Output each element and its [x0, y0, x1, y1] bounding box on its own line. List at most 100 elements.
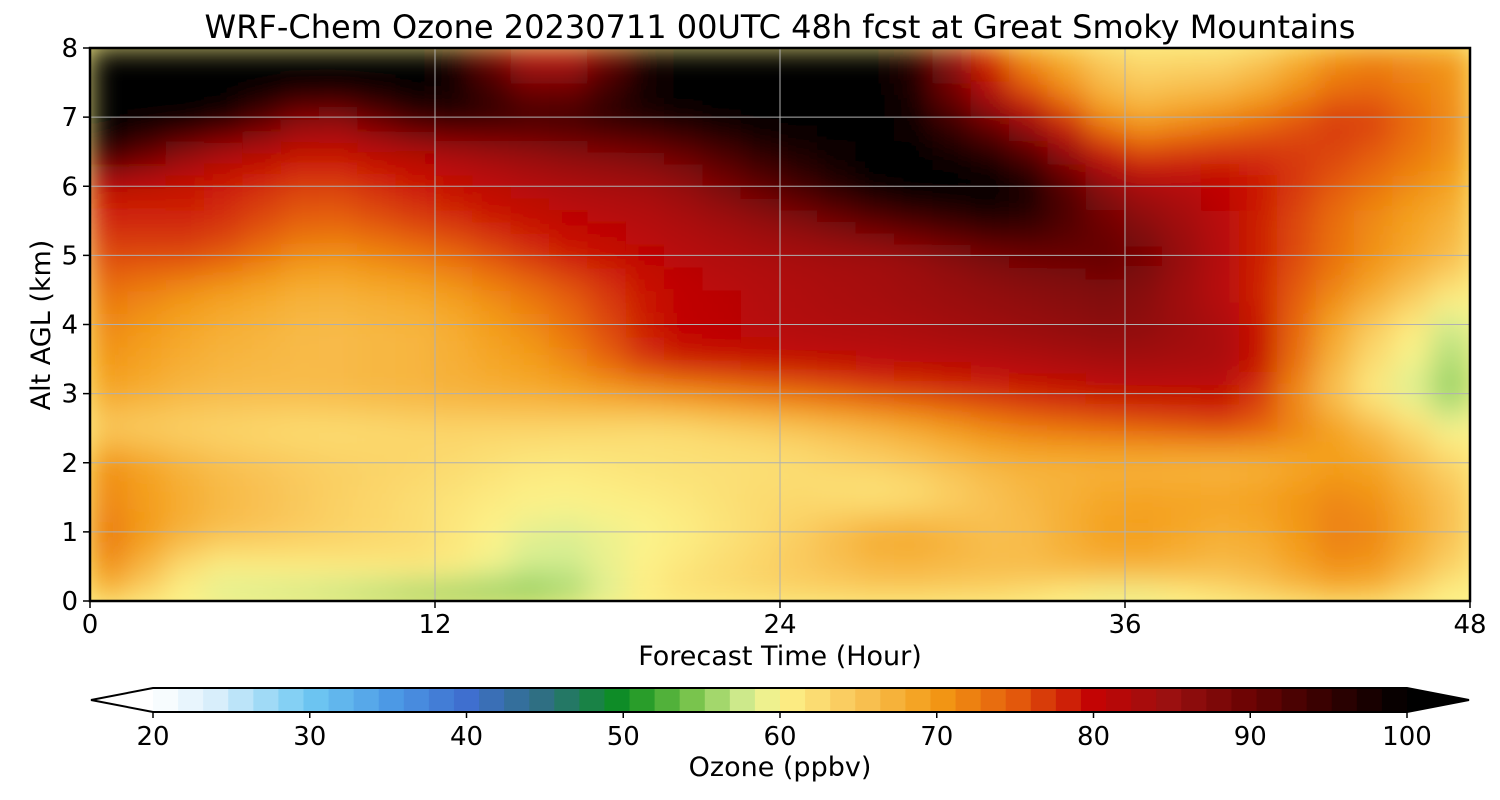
heatmap-cell — [90, 288, 130, 303]
heatmap-cell — [817, 381, 858, 395]
heatmap-cell — [817, 542, 858, 556]
heatmap-cell — [894, 323, 935, 338]
heatmap-cell — [664, 576, 705, 591]
heatmap-cell — [1085, 542, 1126, 556]
heatmap-cell — [549, 381, 590, 395]
heatmap-cell — [855, 300, 896, 314]
heatmap-cell — [1354, 242, 1395, 257]
heatmap-cell — [1277, 242, 1318, 257]
heatmap-cell — [242, 565, 283, 579]
heatmap-cell — [1047, 565, 1088, 579]
heatmap-cell — [204, 461, 245, 476]
heatmap-cell — [549, 93, 590, 107]
heatmap-cell — [357, 150, 398, 165]
heatmap-cell — [932, 588, 973, 601]
heatmap-cell — [434, 116, 475, 130]
heatmap-cell — [357, 127, 398, 142]
heatmap-cell — [625, 404, 666, 418]
heatmap-cell — [165, 496, 206, 510]
heatmap-cell — [740, 162, 781, 176]
heatmap-cell — [510, 519, 551, 533]
heatmap-cell — [625, 277, 666, 291]
heatmap-cell — [932, 358, 973, 372]
heatmap-cell — [1124, 358, 1165, 372]
heatmap-cell — [1430, 150, 1470, 165]
heatmap-cell — [779, 70, 820, 84]
heatmap-cell — [855, 162, 896, 176]
heatmap-cell — [970, 588, 1011, 601]
heatmap-cell — [1009, 576, 1050, 591]
heatmap-cell — [90, 496, 130, 510]
heatmap-cell — [1315, 404, 1356, 418]
heatmap-cell — [855, 335, 896, 349]
heatmap-cell — [1239, 300, 1280, 314]
heatmap-cell — [894, 576, 935, 591]
heatmap-cell — [817, 473, 858, 487]
heatmap-cell — [587, 438, 628, 453]
heatmap-cell — [1085, 288, 1126, 303]
heatmap-cell — [165, 335, 206, 349]
heatmap-cell — [90, 104, 130, 119]
heatmap-cell — [1047, 507, 1088, 522]
heatmap-cell — [970, 311, 1011, 326]
heatmap-cell — [1085, 104, 1126, 119]
heatmap-cell — [1239, 196, 1280, 211]
heatmap-cell — [90, 162, 130, 176]
heatmap-cell — [319, 127, 360, 142]
heatmap-cell — [664, 381, 705, 395]
heatmap-cell — [1085, 58, 1126, 73]
heatmap-cell — [165, 450, 206, 464]
heatmap-cell — [702, 450, 743, 464]
heatmap-cell — [434, 150, 475, 165]
heatmap-cell — [587, 565, 628, 579]
heatmap-cell — [1124, 185, 1165, 199]
heatmap-cell — [242, 507, 283, 522]
heatmap-cell — [395, 438, 436, 453]
heatmap-cell — [855, 450, 896, 464]
heatmap-cell — [1354, 588, 1395, 601]
heatmap-cell — [319, 162, 360, 176]
heatmap-cell — [434, 300, 475, 314]
heatmap-cell — [127, 116, 168, 130]
heatmap-cell — [740, 185, 781, 199]
heatmap-cell — [165, 242, 206, 257]
heatmap-cell — [970, 196, 1011, 211]
heatmap-cell — [932, 542, 973, 556]
heatmap-cell — [434, 265, 475, 280]
heatmap-cell — [1277, 139, 1318, 153]
heatmap-cell — [1354, 576, 1395, 591]
heatmap-cell — [510, 392, 551, 407]
heatmap-cell — [242, 288, 283, 303]
heatmap-cell — [779, 208, 820, 222]
heatmap-cell — [90, 519, 130, 533]
heatmap-cell — [165, 300, 206, 314]
y-tick-label: 8 — [61, 34, 78, 64]
heatmap-cell — [817, 450, 858, 464]
heatmap-cell — [165, 162, 206, 176]
heatmap-cell — [242, 484, 283, 499]
heatmap-cell — [319, 484, 360, 499]
heatmap-cell — [204, 519, 245, 533]
heatmap-cell — [1239, 70, 1280, 84]
heatmap-cell — [1124, 104, 1165, 119]
heatmap-cell — [702, 70, 743, 84]
heatmap-cell — [127, 208, 168, 222]
heatmap-cell — [664, 415, 705, 430]
heatmap-cell — [1354, 553, 1395, 568]
heatmap-cell — [90, 507, 130, 522]
heatmap-cell — [1124, 553, 1165, 568]
heatmap-cell — [1315, 231, 1356, 245]
heatmap-cell — [127, 127, 168, 142]
heatmap-cell — [1124, 311, 1165, 326]
heatmap-cell — [1047, 300, 1088, 314]
heatmap-cell — [779, 507, 820, 522]
heatmap-cell — [472, 519, 513, 533]
heatmap-cell — [127, 496, 168, 510]
heatmap-cell — [510, 150, 551, 165]
heatmap-cell — [1162, 565, 1203, 579]
colorbar-label: Ozone (ppbv) — [689, 752, 872, 783]
heatmap-cell — [702, 231, 743, 245]
heatmap-cell — [1354, 507, 1395, 522]
heatmap-cell — [319, 231, 360, 245]
heatmap-cell — [319, 369, 360, 384]
